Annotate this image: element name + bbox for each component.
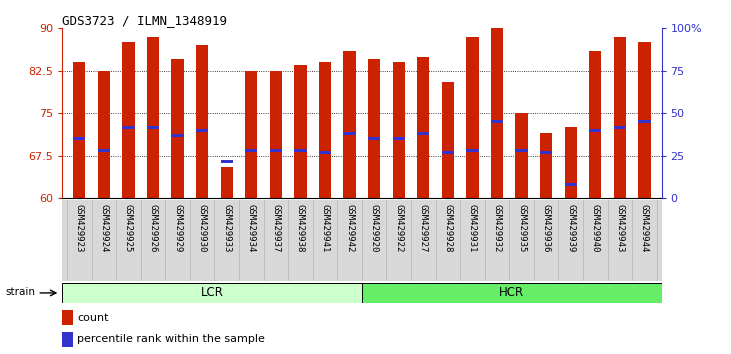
Bar [270,71,282,198]
Bar [564,183,577,185]
Bar [196,129,208,132]
Bar [442,152,454,154]
Bar [515,113,528,198]
Text: GSM429922: GSM429922 [394,204,404,252]
Text: GSM429937: GSM429937 [271,204,281,252]
Text: GSM429930: GSM429930 [197,204,207,252]
Text: GSM429923: GSM429923 [75,204,84,252]
Text: GSM429942: GSM429942 [345,204,354,252]
Bar [491,120,503,123]
Bar [62,283,362,303]
Bar [319,152,331,154]
Text: GSM429926: GSM429926 [148,204,158,252]
Bar [393,62,405,198]
Bar [613,126,626,129]
Bar [417,57,429,198]
Bar [122,126,135,129]
Bar [122,42,135,198]
Text: GSM429931: GSM429931 [468,204,477,252]
Text: HCR: HCR [499,286,524,299]
Text: GSM429925: GSM429925 [124,204,133,252]
Bar [319,62,331,198]
Bar [295,149,306,152]
Bar [368,137,380,140]
Bar [540,152,552,154]
Text: GSM429938: GSM429938 [296,204,305,252]
Bar [589,51,602,198]
Text: GDS3723 / ILMN_1348919: GDS3723 / ILMN_1348919 [62,14,227,27]
Bar [417,132,429,135]
Bar [221,160,233,163]
Bar [172,59,183,198]
Bar [245,71,257,198]
Bar [466,37,479,198]
Text: LCR: LCR [200,286,224,299]
Bar [638,42,651,198]
Text: GSM429939: GSM429939 [566,204,575,252]
Bar [98,149,110,152]
Bar [393,137,405,140]
Bar [196,45,208,198]
Bar [344,51,356,198]
Bar [368,59,380,198]
Bar [221,167,233,198]
Text: GSM429927: GSM429927 [419,204,428,252]
Bar [245,149,257,152]
Bar [564,127,577,198]
Text: count: count [77,313,109,323]
Bar [442,82,454,198]
Text: GSM429941: GSM429941 [320,204,330,252]
Bar [295,65,306,198]
Bar [73,62,86,198]
Bar [638,120,651,123]
Text: GSM429934: GSM429934 [247,204,256,252]
Bar [98,71,110,198]
Text: GSM429929: GSM429929 [173,204,182,252]
Text: GSM429940: GSM429940 [591,204,599,252]
Text: GSM429943: GSM429943 [616,204,624,252]
Bar [344,132,356,135]
Bar [62,332,73,347]
Text: GSM429944: GSM429944 [640,204,649,252]
Bar [491,28,503,198]
Bar [73,137,86,140]
Bar [62,310,73,325]
Text: GSM429920: GSM429920 [370,204,379,252]
Text: strain: strain [5,287,35,297]
Bar [147,126,159,129]
Text: GSM429932: GSM429932 [493,204,501,252]
Bar [270,149,282,152]
Bar [515,149,528,152]
Bar [466,149,479,152]
Text: GSM429935: GSM429935 [517,204,526,252]
Text: GSM429924: GSM429924 [99,204,108,252]
Text: GSM429928: GSM429928 [443,204,452,252]
Text: GSM429933: GSM429933 [222,204,231,252]
Bar [540,133,552,198]
Bar [589,129,602,132]
Bar [147,37,159,198]
Text: percentile rank within the sample: percentile rank within the sample [77,334,265,344]
Bar [613,37,626,198]
Bar [172,135,183,137]
Bar [362,283,662,303]
Text: GSM429936: GSM429936 [542,204,550,252]
